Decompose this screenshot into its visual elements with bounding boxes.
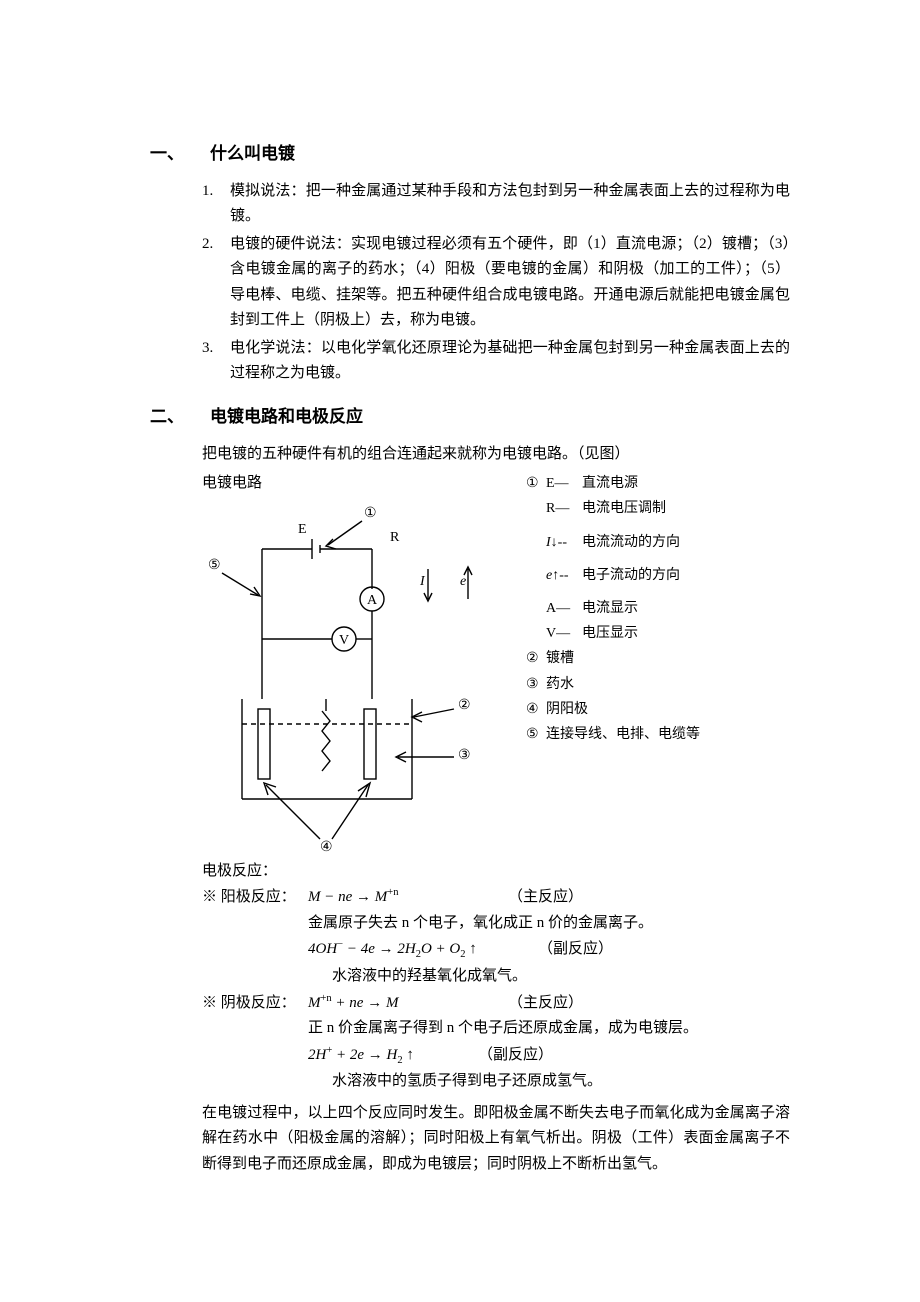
cathode-side-row: 2H+ + 2e → H2 ↑ （副反应） [202,1042,790,1070]
electroplating-circuit-diagram: A V [202,499,502,859]
legend-val: 镀槽 [546,646,574,671]
legend-val: 电流显示 [582,596,638,621]
reactions-title: 电极反应： [202,859,790,885]
anode-main-formula: M − ne → M+n [308,884,508,911]
callout-3: ③ [458,748,471,763]
section-2-intro: 把电镀的五种硬件有机的组合连通起来就称为电镀电路。（见图） [150,442,790,468]
anode-main-note: （主反应） [508,885,790,911]
legend-val: 阴阳极 [546,697,588,722]
section-2-title: 电镀电路和电极反应 [210,403,363,432]
cathode-main-note: （主反应） [508,991,790,1017]
electrode-reactions: 电极反应： ※ 阳极反应： M − ne → M+n （主反应） 金属原子失去 … [150,859,790,1095]
legend-val: 电流流动的方向 [582,530,680,555]
legend-num: ⑤ [526,722,546,747]
diagram-column: 电镀电路 A [202,471,502,859]
section-2-number: 二、 [150,403,190,432]
legend-val: 直流电源 [582,471,638,496]
anode-side-note: （副反应） [538,937,790,963]
cathode-main-formula: M+n + ne → M [308,990,508,1017]
anode-main-explain: 金属原子失去 n 个电子，氧化成正 n 价的金属离子。 [202,911,790,937]
legend-num: ① [526,471,546,496]
list-item: 2. 电镀的硬件说法：实现电镀过程必须有五个硬件，即（1）直流电源；（2）镀槽；… [202,232,790,334]
legend-val: 电子流动的方向 [582,563,680,588]
voltmeter-label: V [339,633,349,648]
legend-val: 连接导线、电排、电缆等 [546,722,700,747]
anode-side-explain: 水溶液中的羟基氧化成氧气。 [202,964,790,990]
list-item: 3. 电化学说法：以电化学氧化还原理论为基础把一种金属包封到另一种金属表面上去的… [202,336,790,387]
summary-paragraph: 在电镀过程中，以上四个反应同时发生。即阳极金属不断失去电子而氧化成为金属离子溶解… [150,1101,790,1178]
cathode-side-explain: 水溶液中的氢质子得到电子还原成氢气。 [202,1069,790,1095]
legend-key: e↑-- [546,563,582,588]
section-1-number: 一、 [150,140,190,169]
callout-2: ② [458,698,471,713]
section-1-heading: 一、 什么叫电镀 [150,140,790,169]
label-e: e [460,574,466,589]
diagram-row: 电镀电路 A [150,471,790,859]
anode-side-formula: 4OH− − 4e → 2H2O + O2 ↑ [308,936,538,964]
label-E: E [298,522,307,537]
callout-5: ⑤ [208,558,221,573]
item-number: 3. [202,336,230,387]
section-1-title: 什么叫电镀 [210,140,295,169]
section-1-list: 1. 模拟说法：把一种金属通过某种手段和方法包封到另一种金属表面上去的过程称为电… [150,179,790,387]
item-number: 1. [202,179,230,230]
legend-val: 电流电压调制 [582,496,666,521]
legend-val: 电压显示 [582,621,638,646]
legend-val: 药水 [546,672,574,697]
callout-1: ① [364,506,377,521]
cathode-main-explain: 正 n 价金属离子得到 n 个电子后还原成金属，成为电镀层。 [202,1016,790,1042]
ammeter-label: A [367,593,378,608]
item-text: 电化学说法：以电化学氧化还原理论为基础把一种金属包封到另一种金属表面上去的过程称… [230,336,790,387]
legend-num: ③ [526,672,546,697]
list-item: 1. 模拟说法：把一种金属通过某种手段和方法包封到另一种金属表面上去的过程称为电… [202,179,790,230]
anode-side-row: 4OH− − 4e → 2H2O + O2 ↑ （副反应） [202,936,790,964]
anode-main-row: ※ 阳极反应： M − ne → M+n （主反应） [202,884,790,911]
diagram-legend: ①E—直流电源 R—电流电压调制 I↓--电流流动的方向 e↑--电子流动的方向… [502,471,790,747]
diagram-title: 电镀电路 [202,471,502,497]
label-I: I [419,574,426,589]
item-number: 2. [202,232,230,334]
label-R: R [390,530,400,545]
legend-key: V— [546,621,582,646]
section-2-heading: 二、 电镀电路和电极反应 [150,403,790,432]
cathode-main-row: ※ 阴极反应： M+n + ne → M （主反应） [202,990,790,1017]
legend-key: A— [546,596,582,621]
legend-key: E— [546,471,582,496]
item-text: 模拟说法：把一种金属通过某种手段和方法包封到另一种金属表面上去的过程称为电镀。 [230,179,790,230]
legend-key: I↓-- [546,530,582,555]
callout-4: ④ [320,840,333,855]
cathode-label: ※ 阴极反应： [202,991,308,1017]
cathode-side-note: （副反应） [478,1043,790,1069]
cathode-side-formula: 2H+ + 2e → H2 ↑ [308,1042,478,1070]
item-text: 电镀的硬件说法：实现电镀过程必须有五个硬件，即（1）直流电源；（2）镀槽；（3）… [230,232,790,334]
legend-num: ② [526,646,546,671]
legend-key: R— [546,496,582,521]
legend-num: ④ [526,697,546,722]
anode-label: ※ 阳极反应： [202,885,308,911]
